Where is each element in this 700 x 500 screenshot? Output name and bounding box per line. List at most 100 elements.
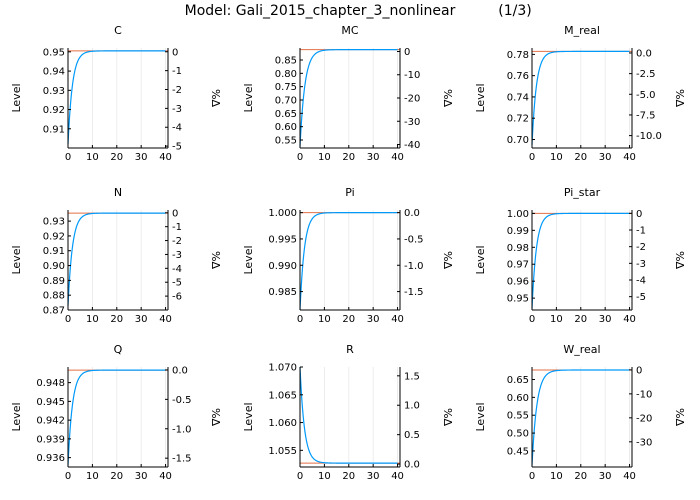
panel-title: Pi_star xyxy=(564,186,601,199)
y-axis-label: Level xyxy=(474,83,487,112)
y2-tick-label: 0.0 xyxy=(404,208,420,219)
y2-axis-label: %Δ xyxy=(673,251,686,269)
x-tick-label: 0 xyxy=(529,471,535,482)
y2-tick-label: -20 xyxy=(404,94,420,105)
y-axis-label: Level xyxy=(10,245,23,274)
y2-tick-label: 0.5 xyxy=(404,430,420,441)
y2-tick-label: 0.0 xyxy=(172,365,188,376)
y2-tick-label: -6 xyxy=(172,292,182,303)
y-axis-label: Level xyxy=(242,402,255,431)
y-tick-label: 0.87 xyxy=(43,306,65,317)
y-axis-label: Level xyxy=(242,245,255,274)
y-tick-label: 0.90 xyxy=(43,261,65,272)
panels-grid: C 0 10 20 30 40 0.91 0.92 0.93 0.94 0.95 -5 -4 -3 -2 -1… xyxy=(10,24,686,482)
panel-title: N xyxy=(114,186,122,199)
x-tick-label: 0 xyxy=(297,152,303,163)
panel-title: Pi xyxy=(345,186,354,199)
series-line xyxy=(299,366,398,464)
y2-tick-label: -40 xyxy=(404,140,420,151)
y2-tick-label: -1 xyxy=(636,226,646,237)
x-tick-label: 20 xyxy=(574,152,587,163)
y2-tick-label: -10.0 xyxy=(636,131,662,142)
y2-tick-label: -10 xyxy=(404,70,420,81)
y2-axis-label: %Δ xyxy=(673,408,686,426)
x-tick-label: 10 xyxy=(86,152,99,163)
x-tick-label: 30 xyxy=(367,152,380,163)
y-tick-label: 0.55 xyxy=(275,136,297,147)
y-tick-label: 0.95 xyxy=(507,294,529,305)
y-tick-label: 0.91 xyxy=(43,124,65,135)
y2-tick-label: -2 xyxy=(172,85,182,96)
y2-tick-label: -7.5 xyxy=(636,110,656,121)
y2-tick-label: -3 xyxy=(172,104,182,115)
x-tick-label: 0 xyxy=(297,314,303,325)
y2-tick-label: 0 xyxy=(636,209,642,220)
y2-tick-label: -20 xyxy=(636,413,652,424)
x-tick-label: 30 xyxy=(135,152,148,163)
y-tick-label: 0.80 xyxy=(275,69,297,80)
y-tick-label: 0.990 xyxy=(268,261,297,272)
panel-w-real: W_real 0 10 20 30 40 0.45 0.50 0.55 0.60 0.65 -30 -2… xyxy=(474,343,686,482)
y2-axis-label: %Δ xyxy=(673,89,686,107)
series-line xyxy=(531,212,630,309)
x-tick-label: 40 xyxy=(159,471,172,482)
y-tick-label: 0.96 xyxy=(507,277,529,288)
y-tick-label: 0.72 xyxy=(507,114,529,125)
x-tick-label: 40 xyxy=(623,471,636,482)
panel-pi: Pi 0 10 20 30 40 0.985 0.990 0.995 1.000 -1.5 -1.0 -… xyxy=(242,186,454,325)
panel-title: MC xyxy=(341,24,358,37)
x-tick-label: 0 xyxy=(65,314,71,325)
x-tick-label: 10 xyxy=(86,471,99,482)
x-tick-label: 20 xyxy=(342,314,355,325)
y-tick-label: 0.78 xyxy=(507,50,529,61)
y-tick-label: 0.939 xyxy=(36,434,65,445)
x-tick-label: 30 xyxy=(135,314,148,325)
y2-tick-label: -2 xyxy=(636,242,646,253)
x-tick-label: 20 xyxy=(110,152,123,163)
y-axis-label: Level xyxy=(10,83,23,112)
y2-axis-label: %Δ xyxy=(441,89,454,107)
y2-axis-label: %Δ xyxy=(441,408,454,426)
x-tick-label: 20 xyxy=(574,471,587,482)
y2-tick-label: 0.0 xyxy=(636,48,652,59)
x-tick-label: 10 xyxy=(550,152,563,163)
x-tick-label: 10 xyxy=(318,152,331,163)
panel-c: C 0 10 20 30 40 0.91 0.92 0.93 0.94 0.95 -5 -4 -3 -2 -1… xyxy=(10,24,222,163)
y2-tick-label: -5 xyxy=(172,278,182,289)
y2-axis-label: %Δ xyxy=(209,408,222,426)
y2-tick-label: -1.0 xyxy=(172,424,192,435)
x-tick-label: 10 xyxy=(318,314,331,325)
y-tick-label: 0.85 xyxy=(275,56,297,67)
x-tick-label: 20 xyxy=(342,471,355,482)
x-tick-label: 0 xyxy=(65,152,71,163)
y-axis-label: Level xyxy=(474,245,487,274)
y-tick-label: 0.93 xyxy=(43,86,65,97)
y-tick-label: 0.97 xyxy=(507,260,529,271)
panel-pi-star: Pi_star 0 10 20 30 40 0.95 0.96 0.97 0.98 0.99 1.00… xyxy=(474,186,686,325)
x-tick-label: 40 xyxy=(391,152,404,163)
panel-title: W_real xyxy=(563,343,600,356)
y-tick-label: 0.942 xyxy=(36,416,65,427)
y2-tick-label: -4 xyxy=(172,123,182,134)
y-tick-label: 0.75 xyxy=(275,82,297,93)
y-axis-label: Level xyxy=(474,402,487,431)
x-tick-label: 30 xyxy=(367,471,380,482)
y-axis-label: Level xyxy=(242,83,255,112)
y-tick-label: 0.76 xyxy=(507,71,529,82)
y2-tick-label: 0 xyxy=(636,365,642,376)
x-tick-label: 30 xyxy=(599,471,612,482)
y-tick-label: 0.60 xyxy=(275,122,297,133)
x-tick-label: 20 xyxy=(342,152,355,163)
series-line xyxy=(531,50,630,145)
x-tick-label: 10 xyxy=(86,314,99,325)
y-tick-label: 0.945 xyxy=(36,397,65,408)
y-tick-label: 0.65 xyxy=(275,109,297,120)
y-tick-label: 0.70 xyxy=(275,96,297,107)
series-line xyxy=(299,49,398,147)
y2-tick-label: -1 xyxy=(172,222,182,233)
y2-tick-label: -3 xyxy=(636,259,646,270)
y2-tick-label: -2.5 xyxy=(636,69,656,80)
x-tick-label: 20 xyxy=(574,314,587,325)
x-tick-label: 40 xyxy=(159,314,172,325)
y2-tick-label: -5.0 xyxy=(636,90,656,101)
